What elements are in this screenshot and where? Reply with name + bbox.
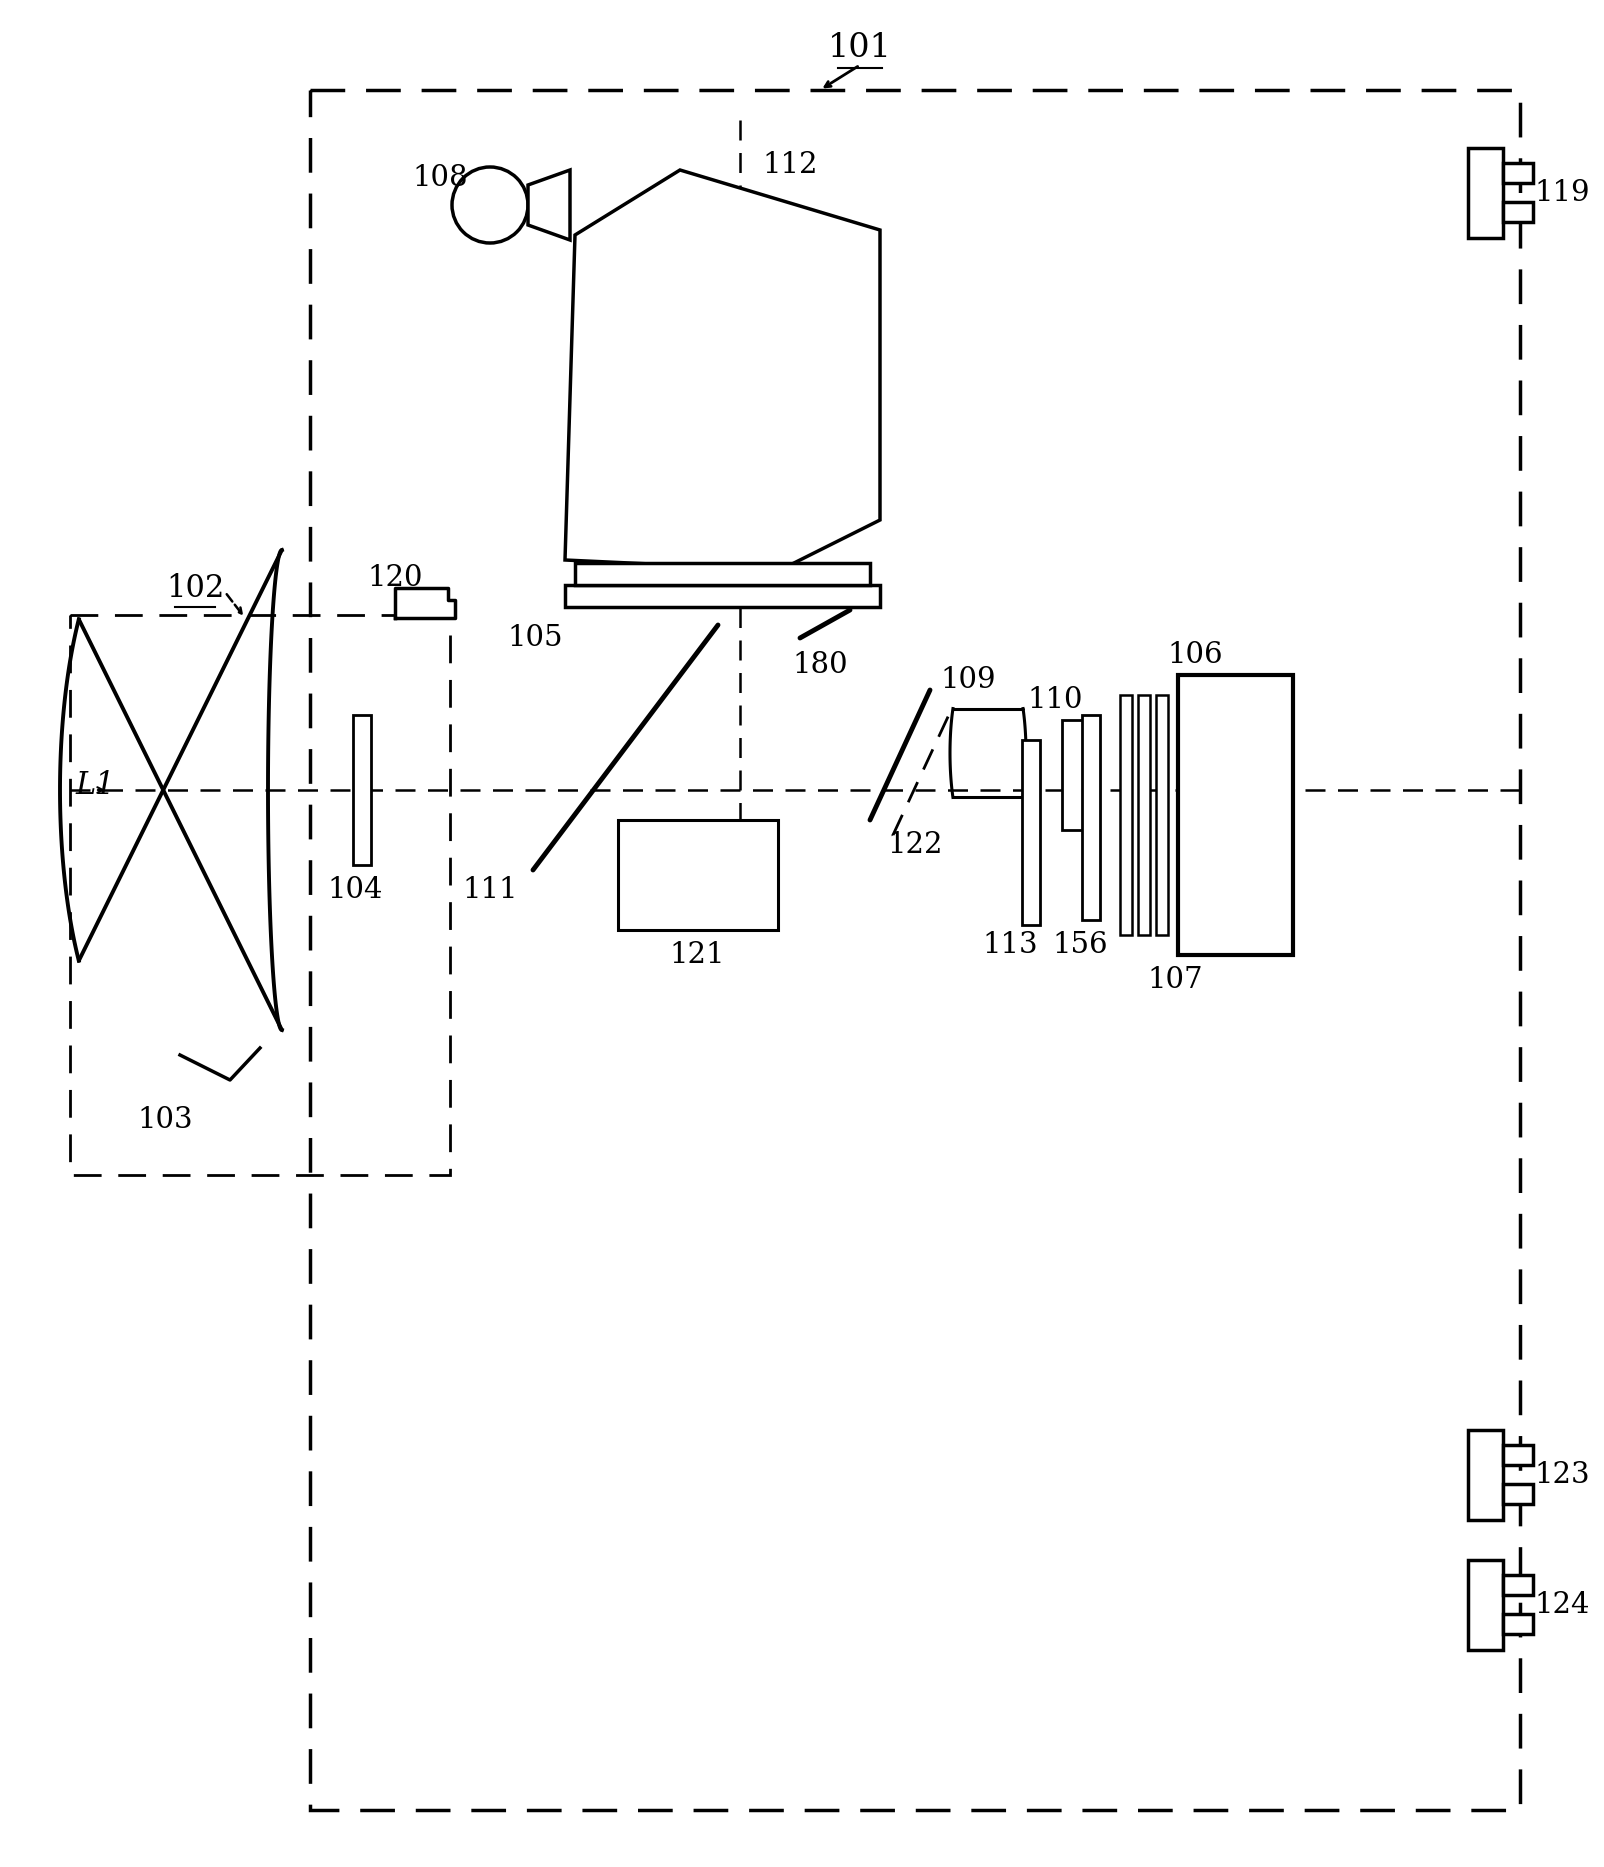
Text: 121: 121 bbox=[669, 941, 725, 969]
Text: L1: L1 bbox=[75, 769, 114, 801]
Bar bbox=[1503, 1576, 1533, 1594]
Text: 124: 124 bbox=[1535, 1591, 1590, 1619]
Polygon shape bbox=[528, 170, 569, 241]
Circle shape bbox=[452, 166, 528, 243]
Text: 108: 108 bbox=[412, 164, 468, 192]
Text: 120: 120 bbox=[367, 564, 423, 592]
Text: 102: 102 bbox=[165, 573, 225, 603]
Text: 113: 113 bbox=[982, 932, 1038, 960]
Bar bbox=[353, 715, 371, 864]
Text: 112: 112 bbox=[762, 151, 818, 179]
Bar bbox=[1177, 676, 1293, 956]
Bar bbox=[1083, 715, 1100, 920]
Bar bbox=[1062, 721, 1084, 831]
Bar bbox=[1503, 1613, 1533, 1634]
Bar bbox=[1468, 1561, 1503, 1650]
Text: 109: 109 bbox=[940, 667, 996, 695]
Text: 111: 111 bbox=[462, 876, 518, 904]
Text: 119: 119 bbox=[1533, 179, 1590, 207]
Bar bbox=[1503, 202, 1533, 222]
Polygon shape bbox=[395, 588, 456, 618]
Bar bbox=[1137, 695, 1150, 935]
Bar bbox=[71, 614, 451, 1174]
Bar bbox=[574, 564, 869, 584]
Text: 103: 103 bbox=[138, 1105, 192, 1133]
Bar bbox=[565, 584, 881, 607]
Bar bbox=[1022, 739, 1039, 924]
Text: 106: 106 bbox=[1168, 640, 1222, 668]
Bar bbox=[310, 90, 1521, 1809]
Text: 180: 180 bbox=[792, 652, 849, 680]
Text: 105: 105 bbox=[507, 624, 563, 652]
Text: 110: 110 bbox=[1027, 685, 1083, 713]
Bar bbox=[1503, 1445, 1533, 1466]
Bar bbox=[618, 820, 778, 930]
Polygon shape bbox=[565, 170, 881, 569]
Text: 123: 123 bbox=[1533, 1462, 1590, 1490]
Bar bbox=[1468, 1430, 1503, 1520]
Bar bbox=[1503, 1484, 1533, 1505]
Bar bbox=[1503, 162, 1533, 183]
Bar bbox=[1120, 695, 1132, 935]
Bar bbox=[1468, 147, 1503, 237]
Text: 122: 122 bbox=[887, 831, 943, 859]
Bar bbox=[1156, 695, 1168, 935]
Text: 107: 107 bbox=[1147, 965, 1203, 993]
Text: 104: 104 bbox=[327, 876, 383, 904]
Text: 101: 101 bbox=[828, 32, 892, 63]
Text: 156: 156 bbox=[1052, 932, 1108, 960]
